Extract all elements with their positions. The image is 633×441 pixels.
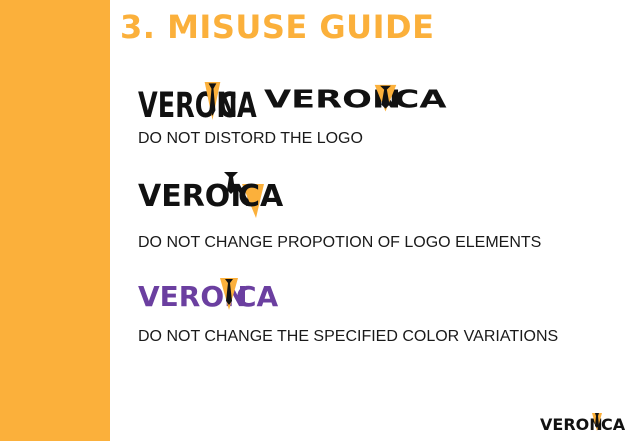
tie-icon — [224, 172, 238, 194]
logo-wrong-color: VERON CA — [138, 278, 279, 313]
accent-sidebar — [0, 0, 110, 441]
logo-text-left: VERON — [540, 415, 603, 434]
logo-distorted-wide: VERON CA — [264, 84, 447, 114]
page-title: 3. MISUSE GUIDE — [120, 8, 435, 46]
logo-text-right: CA — [601, 415, 626, 434]
logo-wrong-proportion: VERON CA — [138, 172, 284, 218]
tie-icon — [225, 279, 233, 305]
logo-distorted-tall: VERON CA — [138, 82, 257, 126]
rule-caption-color: DO NOT CHANGE THE SPECIFIED COLOR VARIAT… — [138, 328, 559, 345]
logo-text-right: CA — [218, 86, 257, 126]
tie-icon — [595, 413, 599, 428]
logo-text-right: CA — [394, 86, 447, 114]
rule-caption-distort: DO NOT DISTORD THE LOGO — [138, 130, 363, 147]
rule-caption-proportion: DO NOT CHANGE PROPOTION OF LOGO ELEMENTS — [138, 234, 542, 251]
logo-triangle — [242, 184, 264, 218]
tie-icon — [208, 83, 217, 116]
logo-text-left: VERON — [138, 86, 238, 126]
logo-text-right: CA — [236, 280, 279, 313]
logo-text-right: CA — [238, 179, 284, 214]
footer-logo: VERON CA — [540, 413, 626, 434]
logo-text-left: VERON — [138, 179, 255, 214]
tie-icon — [380, 85, 391, 109]
